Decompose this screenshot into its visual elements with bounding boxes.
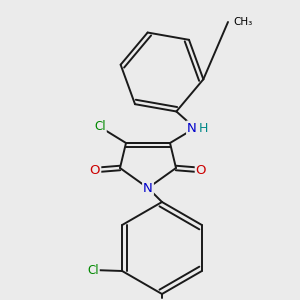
Text: H: H [198,122,208,134]
Text: O: O [90,164,100,176]
Text: Cl: Cl [87,263,99,277]
Text: N: N [187,122,197,134]
Text: N: N [143,182,153,194]
Text: O: O [196,164,206,176]
Text: CH₃: CH₃ [233,17,252,27]
Text: Cl: Cl [94,121,106,134]
